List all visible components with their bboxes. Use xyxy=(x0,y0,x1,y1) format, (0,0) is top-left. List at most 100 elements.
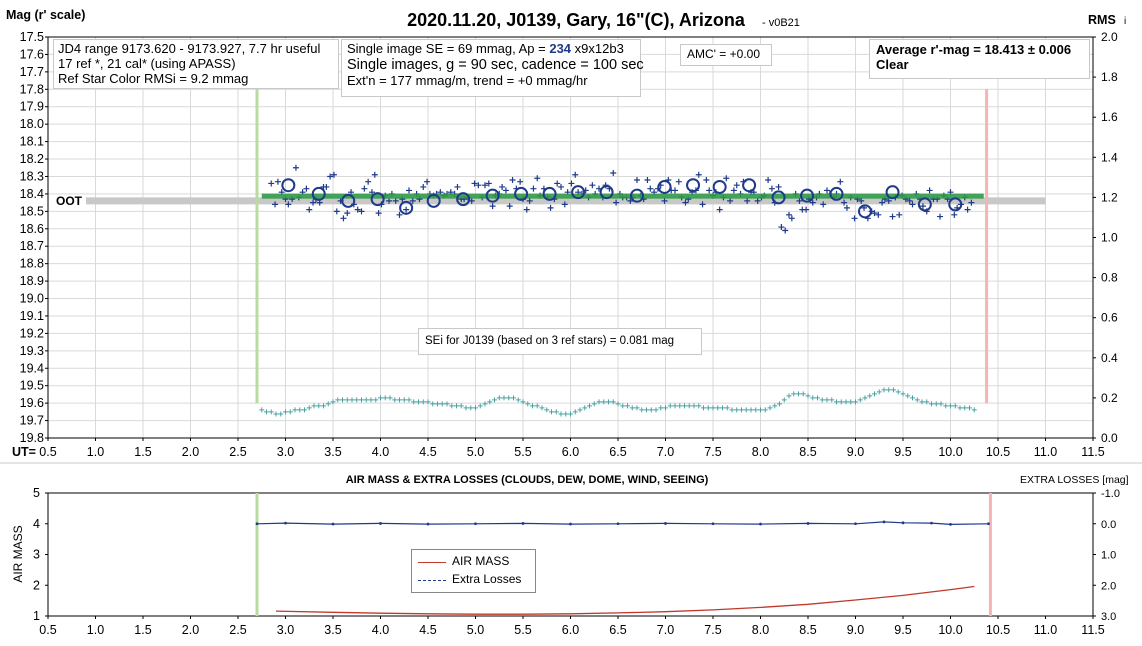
rms-point xyxy=(682,403,687,409)
extra-losses-point xyxy=(569,522,572,526)
airmass-x-tick-label: 9.0 xyxy=(847,623,864,637)
rms-point xyxy=(639,407,645,413)
airmass-line xyxy=(275,585,975,615)
rms-point xyxy=(625,403,630,409)
single-image-point xyxy=(386,197,393,204)
rms-point xyxy=(686,403,692,409)
rms-point xyxy=(325,401,331,407)
y-tick-label: 19.3 xyxy=(20,344,44,358)
rms-point xyxy=(439,401,445,407)
single-image-point xyxy=(285,201,292,208)
rms-point xyxy=(273,411,279,417)
rms-point xyxy=(306,405,312,411)
single-image-point xyxy=(403,206,410,213)
rms-point xyxy=(777,401,782,407)
rms-point xyxy=(311,403,317,409)
airmass-x-tick-label: 3.5 xyxy=(324,623,341,637)
averaged-point xyxy=(800,188,815,203)
airmass-x-tick-label: 6.5 xyxy=(609,623,626,637)
single-image-point xyxy=(323,183,330,190)
rms-point xyxy=(957,405,963,411)
extra-losses-point xyxy=(759,522,762,526)
airmass-y-tick-label: 5 xyxy=(33,486,40,500)
single-image-point xyxy=(392,197,399,204)
rms-point xyxy=(910,395,915,401)
rms-point xyxy=(929,401,934,407)
single-image-point xyxy=(534,175,541,182)
y2-tick-label: 0.8 xyxy=(1101,271,1118,285)
rms-point xyxy=(416,399,421,405)
averaged-point xyxy=(917,197,932,212)
airmass-x-tick-label: 8.5 xyxy=(799,623,816,637)
rms-point xyxy=(401,397,407,403)
rms-point xyxy=(824,397,830,403)
rms-point xyxy=(563,411,569,417)
extra-losses-point xyxy=(987,522,990,526)
rms-point xyxy=(420,399,426,405)
y2-tick-label: 1.0 xyxy=(1101,231,1118,245)
y-tick-label: 18.0 xyxy=(20,117,44,131)
single-image-point xyxy=(506,203,513,210)
single-image-point xyxy=(851,215,858,222)
rms-point xyxy=(753,407,759,413)
rms-point xyxy=(463,405,469,411)
extra-losses-point xyxy=(284,521,287,525)
rms-point xyxy=(496,395,502,401)
rms-point xyxy=(834,399,839,405)
averaged-point xyxy=(341,193,356,208)
rms-point xyxy=(264,409,269,415)
rms-point xyxy=(525,401,531,407)
rms-point xyxy=(781,397,787,403)
averaged-point xyxy=(599,185,614,200)
averaged-point xyxy=(829,186,844,201)
averaged-point xyxy=(858,204,872,219)
extra-losses-point xyxy=(331,522,335,526)
rms-point xyxy=(558,411,564,417)
single-image-point xyxy=(896,211,903,218)
x-tick-label: 6.5 xyxy=(609,445,626,459)
single-image-point xyxy=(964,206,971,213)
rms-point xyxy=(667,403,673,409)
single-image-point xyxy=(613,199,620,206)
rms-point xyxy=(430,401,436,407)
rms-point xyxy=(539,405,545,411)
rms-point xyxy=(900,391,906,397)
y-tick-label: 19.4 xyxy=(20,361,44,375)
rms-point xyxy=(482,401,488,407)
airmass-x-tick-label: 3.0 xyxy=(277,623,294,637)
rms-point xyxy=(392,397,398,403)
single-image-point xyxy=(661,197,668,204)
single-image-point xyxy=(647,185,654,192)
single-image-point xyxy=(485,180,492,187)
x-axis-label: UT= xyxy=(12,445,36,459)
rms-point xyxy=(349,397,355,403)
x-tick-label: 3.0 xyxy=(277,445,294,459)
rms-point xyxy=(938,401,944,407)
single-image-point xyxy=(889,213,896,220)
single-image-point xyxy=(517,178,524,185)
single-image-point xyxy=(330,171,337,178)
single-image-point xyxy=(682,199,689,206)
rms-point xyxy=(368,397,374,403)
single-image-point xyxy=(809,199,816,206)
y-tick-label: 17.6 xyxy=(20,47,44,61)
x-tick-label: 0.5 xyxy=(39,445,56,459)
rms-point xyxy=(791,391,797,397)
single-image-point xyxy=(306,206,313,213)
averaged-point xyxy=(399,200,414,215)
y-tick-label: 19.8 xyxy=(20,431,44,445)
rms-point xyxy=(677,403,683,409)
rms-point xyxy=(283,409,288,415)
extra-losses-axis-label: EXTRA LOSSES [mag] xyxy=(1020,474,1129,486)
rms-point xyxy=(705,405,711,411)
single-image-se-line: Single image SE = 69 mmag, Ap = 234 x9x1… xyxy=(347,41,635,57)
airmass-x-tick-label: 2.5 xyxy=(229,623,246,637)
info-box-range: JD4 range 9173.620 - 9173.927, 7.7 hr us… xyxy=(53,39,339,89)
single-image-point xyxy=(926,187,933,194)
airmass-axis-label: AIR MASS xyxy=(11,525,25,582)
rms-point xyxy=(363,397,369,403)
rms-point xyxy=(663,405,668,411)
single-image-point xyxy=(951,211,958,218)
rms-point xyxy=(891,387,896,393)
single-image-point xyxy=(744,197,751,204)
